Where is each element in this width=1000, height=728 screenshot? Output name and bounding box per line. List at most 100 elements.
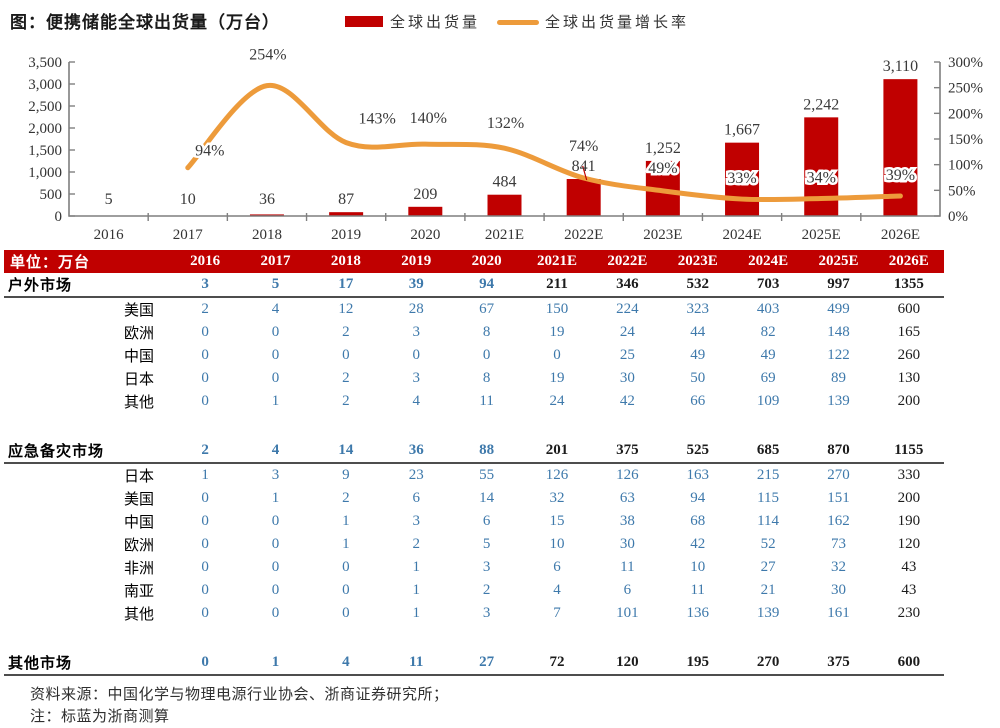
footer: 资料来源：中国化学与物理电源行业协会、浙商证券研究所； 注：标蓝为浙商测算 bbox=[30, 684, 449, 728]
growth-value-label: 33% bbox=[727, 170, 756, 187]
row-label: 中国 bbox=[123, 514, 154, 531]
cell: 23 bbox=[408, 467, 424, 483]
cell: 130 bbox=[897, 370, 921, 386]
cell: 14 bbox=[479, 490, 495, 506]
row-label: 中国 bbox=[123, 348, 154, 365]
cell: 2 bbox=[412, 536, 421, 552]
cell: 0 bbox=[201, 536, 209, 552]
legend-line-label: 全球出货量增长率 bbox=[545, 15, 690, 31]
cell: 27 bbox=[760, 559, 776, 575]
column-header: 2019 bbox=[401, 253, 432, 269]
cell: 0 bbox=[271, 559, 280, 575]
cell: 211 bbox=[546, 276, 568, 292]
table-row: 其他 0 0 0 1 3 7 101 136 139 161 230 bbox=[4, 602, 944, 625]
cell: 15 bbox=[549, 513, 565, 529]
cell: 4 bbox=[412, 393, 421, 409]
cell: 2 bbox=[482, 582, 491, 598]
cell: 1 bbox=[412, 559, 421, 575]
cell: 0 bbox=[412, 347, 421, 363]
table-row: 欧洲 0 0 2 3 8 19 24 44 82 148 165 bbox=[4, 321, 944, 344]
cell: 270 bbox=[827, 467, 850, 483]
cell: 224 bbox=[616, 301, 639, 317]
cell: 323 bbox=[686, 301, 709, 317]
column-header: 2017 bbox=[260, 253, 291, 269]
row-label: 户外市场 bbox=[8, 277, 73, 294]
table-row: 日本 0 0 2 3 8 19 30 50 69 89 130 bbox=[4, 367, 944, 390]
cell: 30 bbox=[830, 582, 846, 598]
cell: 72 bbox=[549, 654, 565, 670]
cell: 11 bbox=[620, 559, 635, 575]
cell: 30 bbox=[619, 370, 635, 386]
chart-title: 图：便携储能全球出货量（万台） bbox=[10, 13, 280, 32]
section-row: 其他市场 0 1 4 11 27 72 120 195 270 375 600 bbox=[4, 651, 944, 676]
cell: 2 bbox=[201, 301, 209, 317]
bar-2020 bbox=[408, 206, 443, 216]
legend-line-swatch bbox=[497, 20, 539, 25]
growth-value-label: 39% bbox=[886, 167, 915, 184]
right-axis-label: 100% bbox=[948, 158, 983, 174]
cell: 215 bbox=[756, 467, 780, 483]
growth-value-label: 94% bbox=[195, 143, 224, 160]
cell: 0 bbox=[201, 347, 209, 363]
table-row: 欧洲 0 0 1 2 5 10 30 42 52 73 120 bbox=[4, 533, 944, 556]
cell: 1 bbox=[271, 393, 280, 409]
cell: 10 bbox=[690, 559, 706, 575]
cell: 499 bbox=[827, 301, 850, 317]
cell: 7 bbox=[553, 605, 561, 621]
cell: 2 bbox=[342, 324, 350, 340]
cell: 0 bbox=[201, 605, 209, 621]
section-spacer bbox=[4, 625, 944, 651]
cell: 1 bbox=[201, 467, 209, 483]
cell: 162 bbox=[827, 513, 850, 529]
cell: 24 bbox=[549, 393, 565, 409]
column-header: 2025E bbox=[818, 253, 859, 269]
cell: 163 bbox=[686, 467, 709, 483]
cell: 39 bbox=[408, 276, 424, 292]
cell: 0 bbox=[271, 347, 280, 363]
table-row: 中国 0 0 0 0 0 0 25 49 49 122 260 bbox=[4, 344, 944, 367]
right-axis-label: 250% bbox=[948, 81, 983, 97]
cell: 82 bbox=[760, 324, 776, 340]
left-axis-label: 1,000 bbox=[28, 165, 62, 181]
bar-2022E bbox=[566, 178, 601, 216]
bar-value-label: 484 bbox=[493, 174, 517, 191]
x-axis-label: 2026E bbox=[881, 227, 920, 243]
cell: 1355 bbox=[893, 276, 924, 292]
leader-line-841 bbox=[582, 165, 588, 181]
cell: 11 bbox=[409, 654, 424, 670]
growth-value-label: 254% bbox=[249, 47, 286, 64]
table-row: 南亚 0 0 0 1 2 4 6 11 21 30 43 bbox=[4, 579, 944, 602]
column-header: 2024E bbox=[748, 253, 789, 269]
cell: 101 bbox=[616, 605, 639, 621]
bar-value-label: 1,252 bbox=[645, 140, 681, 157]
table-row: 中国 0 0 1 3 6 15 38 68 114 162 190 bbox=[4, 510, 944, 533]
bar-value-label: 1,667 bbox=[724, 122, 760, 139]
cell: 122 bbox=[827, 347, 850, 363]
cell: 1155 bbox=[894, 442, 924, 458]
column-header: 2023E bbox=[677, 253, 718, 269]
cell: 42 bbox=[619, 393, 635, 409]
cell: 66 bbox=[690, 393, 706, 409]
row-label: 其他 bbox=[123, 394, 154, 411]
cell: 6 bbox=[482, 513, 491, 529]
cell: 0 bbox=[201, 490, 209, 506]
cell: 0 bbox=[201, 324, 209, 340]
cell: 230 bbox=[897, 605, 921, 621]
cell: 4 bbox=[271, 301, 280, 317]
cell: 0 bbox=[271, 324, 280, 340]
cell: 375 bbox=[827, 654, 850, 670]
cell: 0 bbox=[201, 654, 209, 670]
cell: 139 bbox=[756, 605, 780, 621]
cell: 161 bbox=[827, 605, 850, 621]
cell: 151 bbox=[827, 490, 850, 506]
cell: 6 bbox=[412, 490, 421, 506]
chart-legend: 全球出货量 全球出货量增长率 bbox=[0, 0, 1000, 40]
growth-value-label: 140% bbox=[410, 110, 447, 127]
cell: 10 bbox=[549, 536, 565, 552]
cell: 2 bbox=[342, 393, 350, 409]
cell: 24 bbox=[619, 324, 635, 340]
cell: 8 bbox=[482, 370, 491, 386]
bar-value-label: 10 bbox=[180, 191, 196, 208]
right-axis-label: 0% bbox=[948, 209, 968, 225]
cell: 330 bbox=[897, 467, 921, 483]
